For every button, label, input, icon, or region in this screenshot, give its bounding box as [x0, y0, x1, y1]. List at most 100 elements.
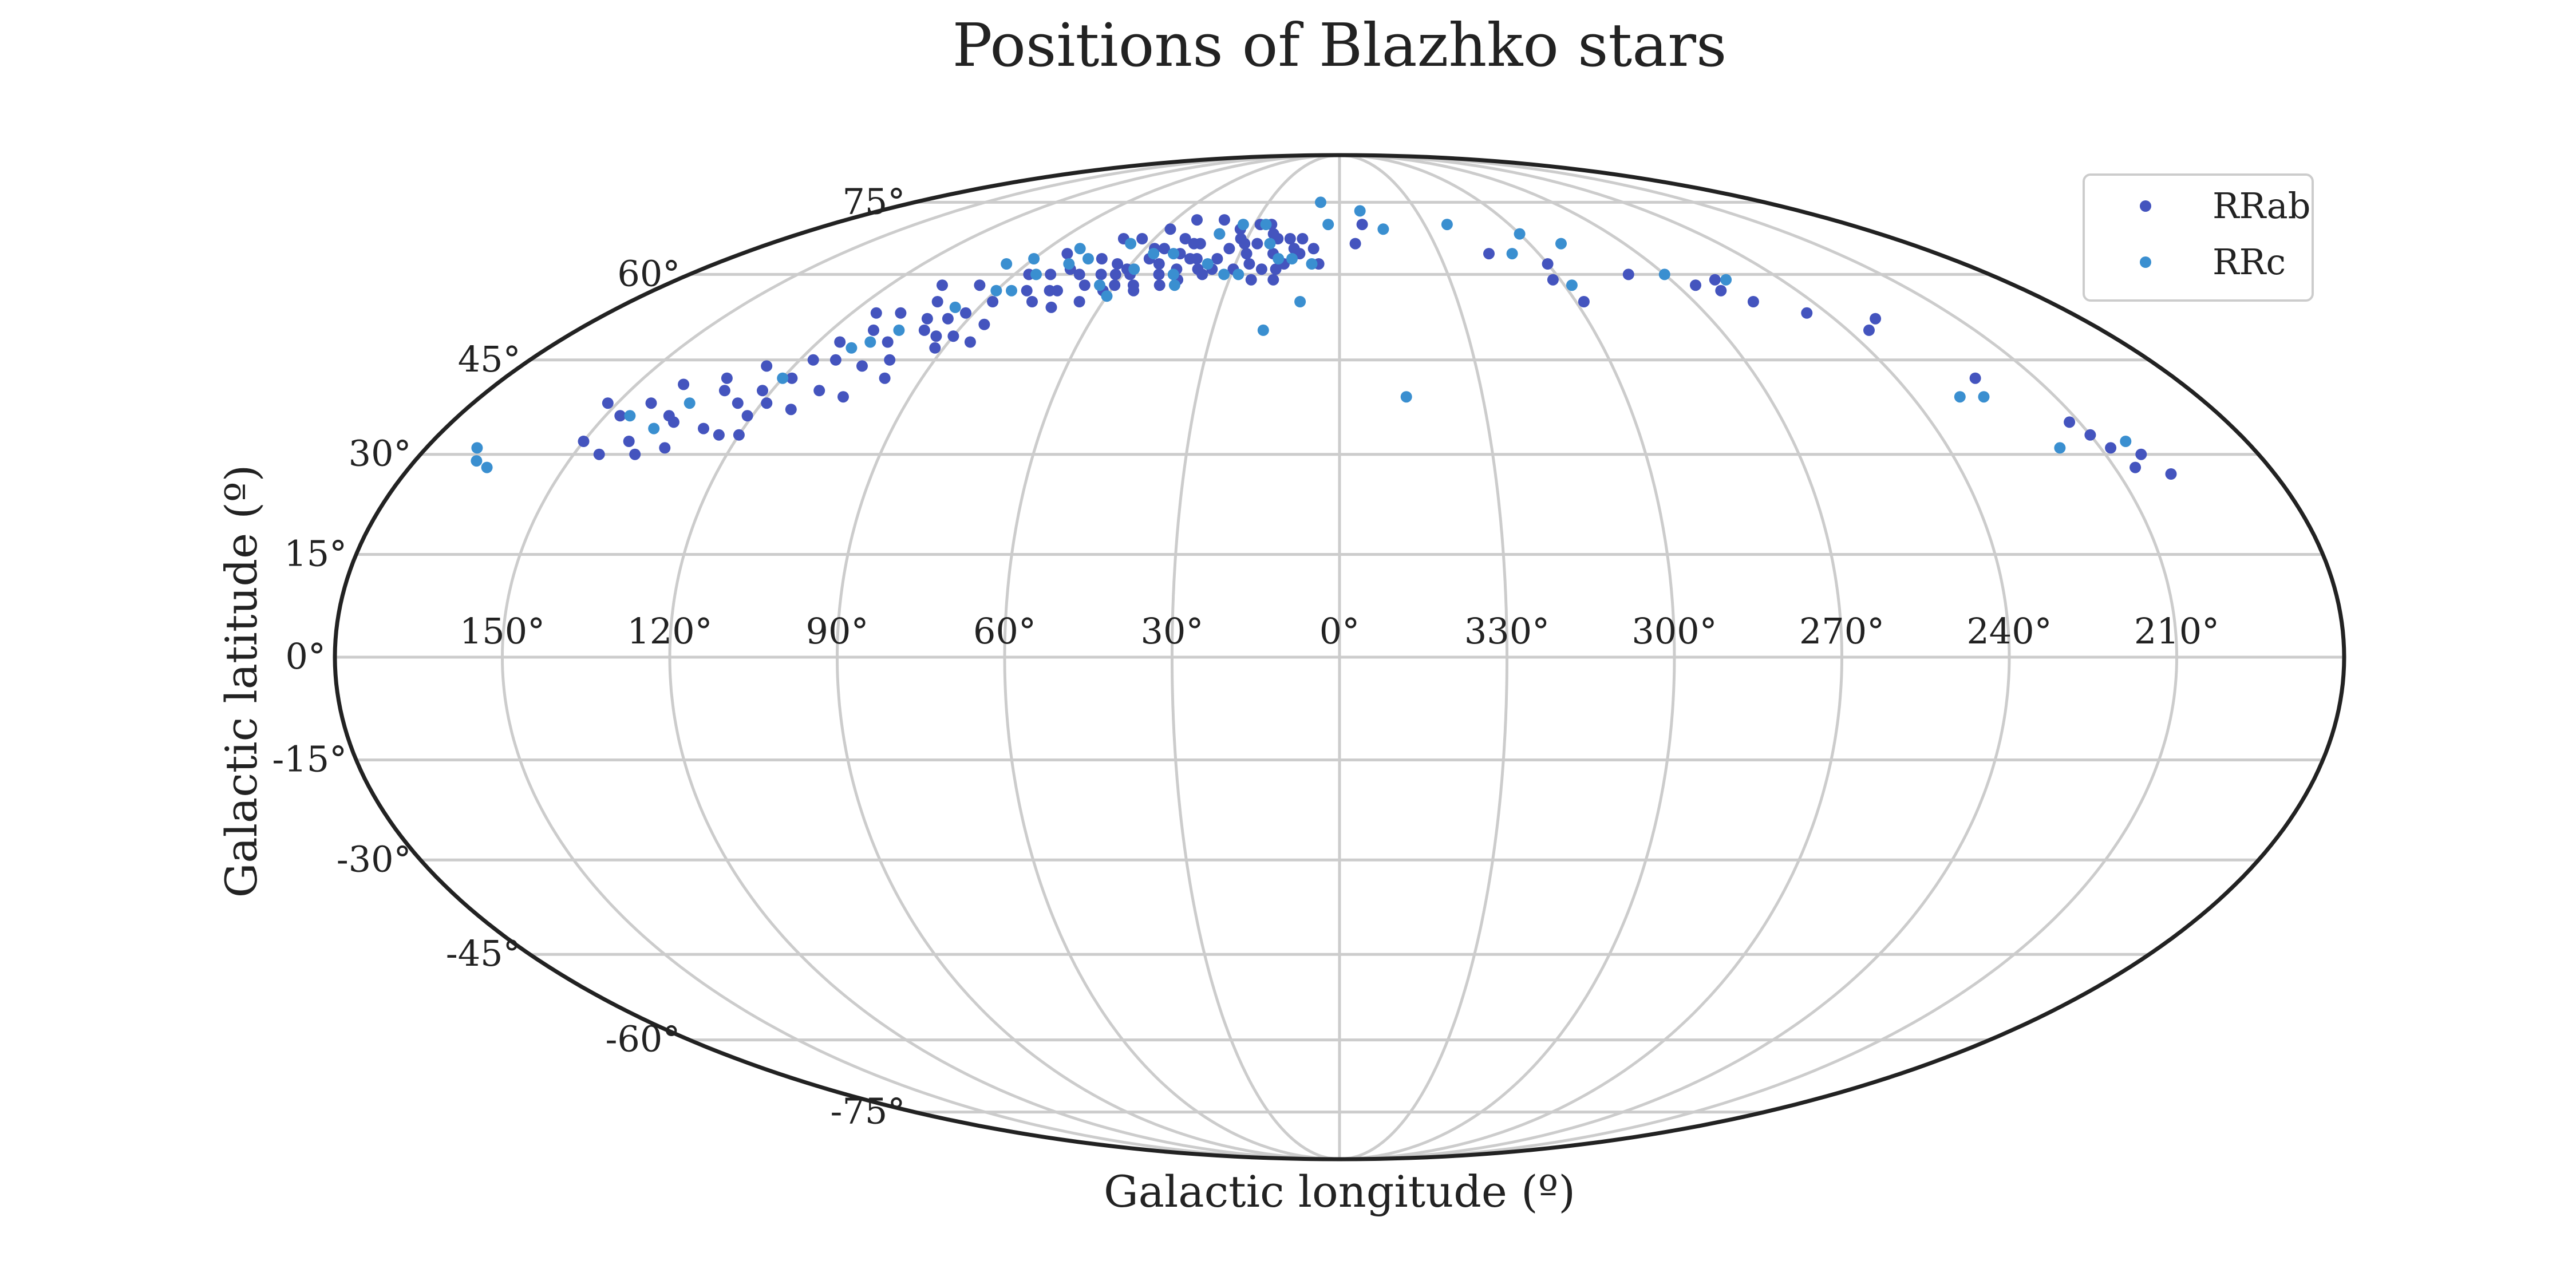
point-rrab — [895, 307, 907, 319]
point-rrc — [2120, 436, 2132, 447]
point-rrc — [1260, 219, 1272, 231]
point-rrab — [602, 397, 614, 409]
point-rrab — [1109, 279, 1121, 291]
point-rrab — [929, 342, 941, 354]
y-tick-label: 75° — [842, 180, 905, 222]
point-rrc — [1028, 253, 1040, 264]
point-rrc — [1214, 228, 1226, 240]
point-rrab — [1153, 268, 1165, 280]
point-rrc — [864, 336, 876, 348]
point-rrab — [1096, 253, 1108, 264]
point-rrab — [807, 354, 819, 366]
point-rrab — [870, 307, 882, 319]
point-rrc — [2054, 442, 2066, 454]
point-rrab — [964, 336, 976, 348]
point-rrab — [868, 324, 879, 336]
point-rrab — [921, 313, 933, 325]
point-rrab — [623, 436, 635, 447]
point-rrab — [1218, 214, 1230, 226]
point-rrab — [1245, 274, 1257, 286]
point-rrab — [645, 397, 657, 409]
point-rrab — [614, 410, 626, 422]
y-tick-label: -45° — [446, 933, 521, 974]
point-rrab — [987, 296, 999, 307]
point-rrab — [856, 360, 868, 372]
point-rrab — [1356, 219, 1368, 231]
point-rrab — [659, 442, 671, 454]
point-rrab — [578, 436, 590, 447]
point-rrab — [1801, 307, 1813, 319]
point-rrab — [1044, 285, 1056, 297]
point-rrab — [1021, 285, 1033, 297]
point-rrab — [678, 378, 690, 390]
graticule — [335, 153, 2344, 1161]
x-tick-label: 90° — [806, 610, 869, 652]
x-tick-label: 210° — [2134, 610, 2219, 652]
meridian-line — [1339, 153, 1676, 1161]
point-rrab — [1184, 253, 1196, 264]
point-rrab — [1483, 248, 1495, 260]
point-rrc — [1264, 238, 1276, 250]
point-rrab — [1109, 268, 1121, 280]
point-rrab — [1240, 248, 1253, 260]
point-rrab — [1045, 301, 1057, 313]
point-rrc — [1232, 268, 1244, 280]
point-rrab — [1243, 258, 1255, 270]
point-rrc — [1202, 258, 1214, 270]
point-rrc — [1954, 391, 1966, 403]
point-rrab — [947, 330, 959, 342]
point-rrc — [1720, 274, 1732, 286]
point-rrab — [1251, 238, 1263, 250]
y-tick-label: 15° — [284, 532, 347, 574]
point-rrab — [721, 372, 733, 384]
y-tick-label: 45° — [458, 338, 521, 380]
point-rrab — [1255, 263, 1267, 275]
point-rrab — [829, 354, 841, 366]
point-rrc — [1514, 228, 1526, 240]
point-rrab — [1870, 313, 1882, 325]
meridian-line — [1339, 153, 1508, 1161]
y-tick-label: -15° — [272, 738, 347, 780]
point-rrab — [1239, 238, 1251, 250]
point-rrab — [1284, 233, 1296, 244]
point-rrab — [834, 336, 846, 348]
point-rrc — [1063, 258, 1075, 270]
point-rrc — [1168, 279, 1180, 291]
point-rrc — [777, 372, 789, 384]
point-rrab — [1578, 296, 1590, 307]
point-rrc — [1001, 258, 1013, 270]
point-rrab — [978, 318, 990, 330]
point-rrab — [1307, 243, 1319, 255]
point-rrc — [1167, 268, 1179, 280]
point-rrab — [1061, 248, 1073, 260]
point-rrab — [1349, 238, 1361, 250]
point-rrc — [1030, 268, 1042, 280]
point-rrab — [1026, 296, 1038, 307]
point-rrab — [761, 360, 773, 372]
point-rrc — [1315, 196, 1326, 208]
y-tick-label: 0° — [286, 635, 326, 677]
point-rrab — [1192, 263, 1204, 275]
point-rrab — [1179, 233, 1191, 244]
point-rrc — [1125, 238, 1137, 250]
meridian-line — [500, 153, 1340, 1161]
point-rrab — [1969, 372, 1981, 384]
point-rrc — [471, 455, 483, 467]
y-tick-label: 60° — [617, 252, 680, 294]
legend-label-rrab: RRab — [2212, 185, 2310, 227]
point-rrc — [990, 285, 1002, 297]
point-rrc — [471, 442, 483, 454]
point-rrab — [1297, 233, 1309, 244]
point-rrc — [846, 342, 858, 354]
point-rrc — [1006, 285, 1017, 297]
point-rrc — [1658, 268, 1670, 280]
point-rrc — [1094, 279, 1105, 291]
meridian-line — [1003, 153, 1340, 1161]
point-rrab — [698, 422, 709, 434]
x-tick-label: 0° — [1319, 610, 1360, 652]
point-rrab — [2135, 448, 2147, 460]
point-rrab — [1622, 268, 1634, 280]
point-rrab — [1112, 258, 1124, 270]
point-rrab — [1188, 238, 1200, 250]
